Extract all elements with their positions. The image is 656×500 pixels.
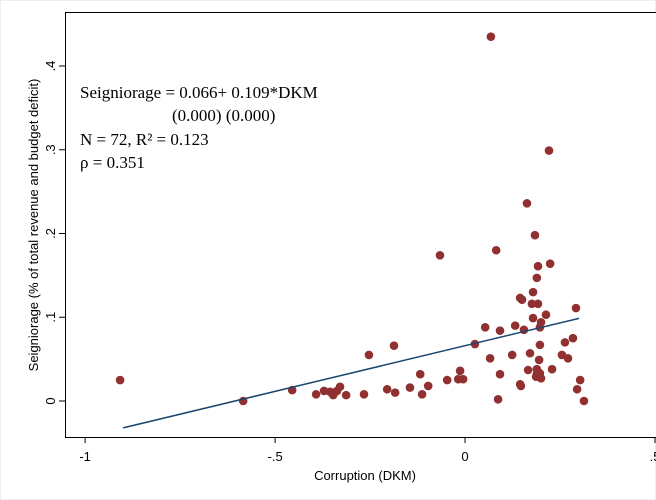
point (480, 322, 490, 332)
y-tick-label: .3 (43, 144, 58, 155)
point (415, 369, 425, 379)
point (523, 365, 533, 375)
point (560, 338, 570, 347)
point (510, 321, 520, 330)
point (485, 353, 495, 363)
annotation: N = 72, R² = 0.123 (80, 130, 209, 149)
point (311, 389, 321, 399)
point (536, 374, 546, 383)
point (568, 333, 578, 343)
point (435, 250, 445, 260)
point (516, 381, 526, 391)
point (335, 382, 345, 392)
point (527, 299, 537, 309)
point (417, 389, 427, 399)
annotation: (0.000) (0.000) (172, 106, 275, 125)
fit-line (122, 317, 580, 429)
point (579, 396, 589, 406)
point (571, 303, 581, 313)
annotation: ρ = 0.351 (80, 153, 145, 172)
point (458, 374, 468, 384)
point (115, 375, 125, 385)
point (528, 287, 538, 297)
point (547, 364, 557, 374)
point (495, 369, 505, 379)
point (493, 395, 503, 404)
point (364, 350, 374, 360)
point (382, 384, 392, 394)
x-tick-label: 0 (461, 449, 468, 464)
point (575, 375, 585, 385)
point (359, 389, 369, 399)
point (572, 384, 582, 394)
plot-frame (65, 12, 656, 438)
point (563, 353, 573, 363)
annotation: Seigniorage = 0.066+ 0.109*DKM (80, 83, 318, 102)
point (389, 341, 399, 351)
point (486, 32, 496, 42)
point (390, 388, 400, 397)
point (442, 375, 452, 385)
point (534, 355, 544, 365)
point (405, 383, 415, 392)
y-tick-label: .4 (43, 61, 58, 72)
point (423, 381, 433, 391)
point (535, 340, 545, 350)
point (525, 348, 535, 358)
point (530, 230, 540, 240)
x-tick-label: -1 (79, 449, 91, 464)
point (545, 259, 555, 268)
point (522, 199, 532, 208)
point (533, 261, 543, 271)
point (507, 350, 517, 360)
point (532, 273, 542, 283)
y-tick-label: .2 (43, 228, 58, 239)
x-tick-label: .5 (650, 449, 656, 464)
point (495, 326, 505, 335)
y-tick-label: .1 (43, 312, 58, 323)
x-tick-label: -.5 (268, 449, 283, 464)
point (341, 390, 351, 400)
y-tick-label: 0 (43, 397, 58, 404)
point (491, 245, 501, 255)
y-axis-title: Seigniorage (% of total revenue and budg… (26, 79, 41, 372)
point (455, 366, 465, 376)
point (544, 146, 554, 155)
point (528, 313, 538, 323)
point (533, 299, 543, 309)
point (541, 310, 551, 320)
x-axis-title: Corruption (DKM) (314, 468, 416, 483)
point (536, 317, 546, 327)
point (517, 295, 527, 304)
